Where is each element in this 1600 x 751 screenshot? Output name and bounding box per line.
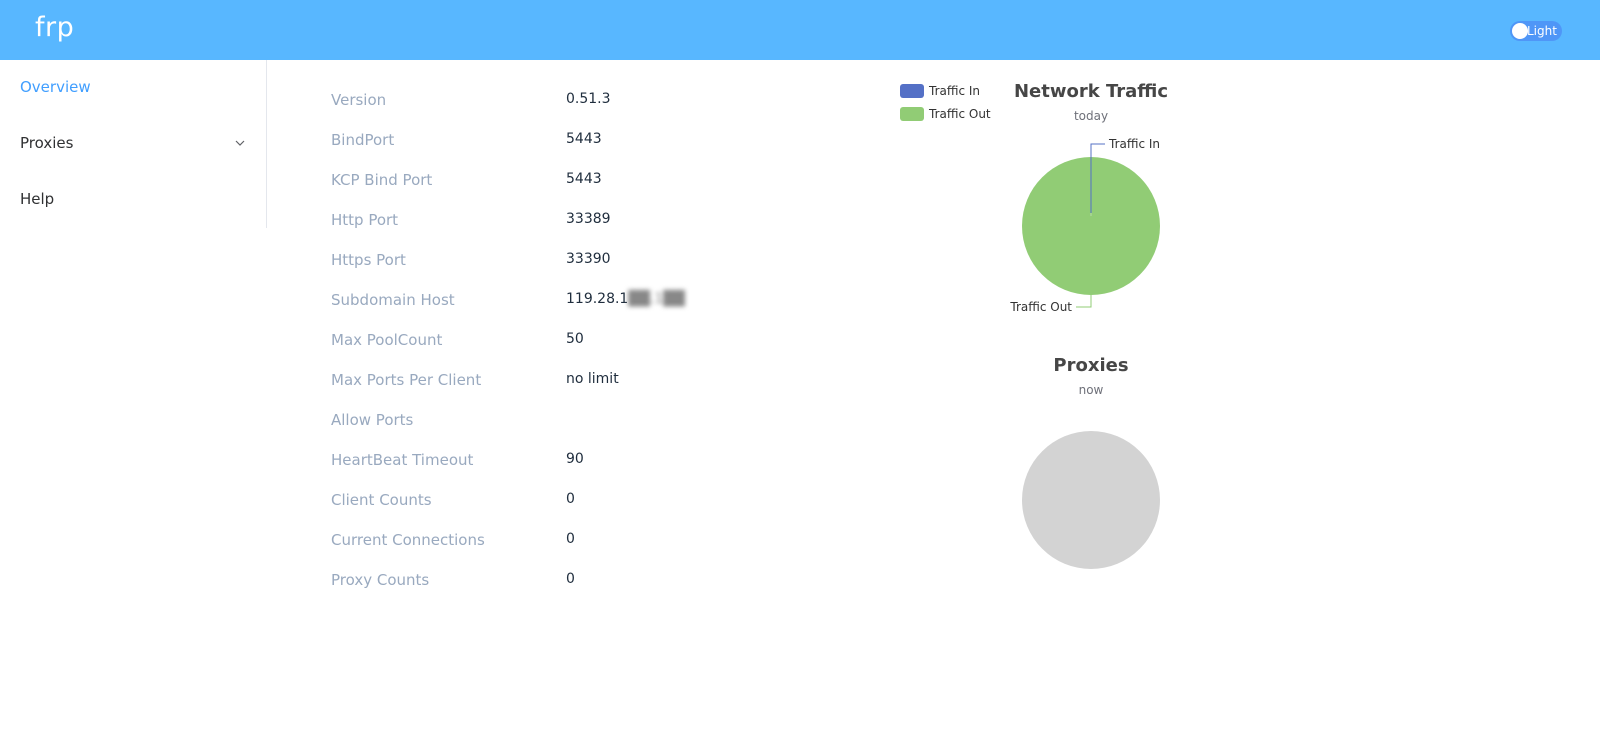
legend-swatch-traffic-out [900,107,924,121]
legend-item-traffic-out[interactable]: Traffic Out [900,107,991,121]
top-header: frp Light [0,0,1600,60]
traffic-in-label: Traffic In [1108,137,1160,151]
info-key: HeartBeat Timeout [331,451,474,469]
info-key: Version [331,91,387,109]
pie-slice-traffic-out[interactable] [1022,157,1160,295]
info-value: 5443 [566,131,602,147]
traffic-out-label: Traffic Out [1009,300,1072,314]
legend-label-traffic-in: Traffic In [928,84,980,98]
sidebar-item-label: Help [20,190,55,208]
info-key: Proxy Counts [331,571,430,589]
info-row-max-ports-per-client: Max Ports Per Client no limit [331,360,831,400]
subdomain-host-visible: 119.28.1 [566,291,629,307]
theme-toggle[interactable]: Light [1510,21,1562,41]
info-key: Max PoolCount [331,331,443,349]
proxies-chart-subtitle: now [1079,383,1104,397]
traffic-chart-title: Network Traffic [1014,81,1168,102]
info-key: Http Port [331,211,399,229]
theme-toggle-label: Light [1527,24,1557,38]
proxies-chart-title: Proxies [1053,355,1128,376]
info-row-subdomain-host: Subdomain Host 119.28.1██.1██ [331,280,831,320]
info-value: 50 [566,331,584,347]
info-row-kcp-bind-port: KCP Bind Port 5443 [331,160,831,200]
sidebar-item-help[interactable]: Help [0,172,266,228]
info-row-bindport: BindPort 5443 [331,120,831,160]
traffic-chart-subtitle: today [1074,109,1108,123]
info-value: 5443 [566,171,602,187]
charts-area: Traffic In Traffic Out Network Traffic t… [900,81,1168,569]
info-value: 0.51.3 [566,91,611,107]
info-value: 119.28.1██.1██ [566,291,685,307]
sidebar-item-overview[interactable]: Overview [0,60,266,116]
traffic-legend: Traffic In Traffic Out [900,84,991,121]
chevron-down-icon [235,140,245,146]
proxies-pie-empty [1022,431,1160,569]
subdomain-host-obscured: ██.1██ [628,291,685,307]
traffic-in-leader-line [1090,143,1105,213]
info-value: 90 [566,451,584,467]
info-key: Current Connections [331,531,485,549]
theme-toggle-knob [1512,23,1528,39]
info-row-client-counts: Client Counts 0 [331,480,831,520]
info-row-heartbeat-timeout: HeartBeat Timeout 90 [331,440,831,480]
info-row-max-poolcount: Max PoolCount 50 [331,320,831,360]
info-value: 0 [566,491,575,507]
info-key: KCP Bind Port [331,171,433,189]
legend-item-traffic-in[interactable]: Traffic In [900,84,980,98]
info-key: Subdomain Host [331,291,455,309]
legend-label-traffic-out: Traffic Out [928,107,991,121]
info-value: 0 [566,531,575,547]
sidebar-item-proxies[interactable]: Proxies [0,116,266,172]
info-value: 0 [566,571,575,587]
legend-swatch-traffic-in [900,84,924,98]
info-value: no limit [566,371,619,387]
sidebar-item-label: Proxies [20,134,74,152]
info-row-proxy-counts: Proxy Counts 0 [331,560,831,600]
traffic-out-leader-line [1076,293,1092,308]
brand-logo[interactable]: frp [35,12,75,43]
info-value: 33390 [566,251,611,267]
info-row-current-connections: Current Connections 0 [331,520,831,560]
info-key: Https Port [331,251,406,269]
sidebar-item-label: Overview [20,78,91,96]
info-key: Max Ports Per Client [331,371,482,389]
info-key: BindPort [331,131,395,149]
sidebar-menu: Overview Proxies Help [0,60,267,228]
info-row-http-port: Http Port 33389 [331,200,831,240]
info-row-version: Version 0.51.3 [331,80,831,120]
info-row-https-port: Https Port 33390 [331,240,831,280]
info-key: Client Counts [331,491,432,509]
info-value: 33389 [566,211,611,227]
info-row-allow-ports: Allow Ports [331,400,831,440]
info-key: Allow Ports [331,411,414,429]
